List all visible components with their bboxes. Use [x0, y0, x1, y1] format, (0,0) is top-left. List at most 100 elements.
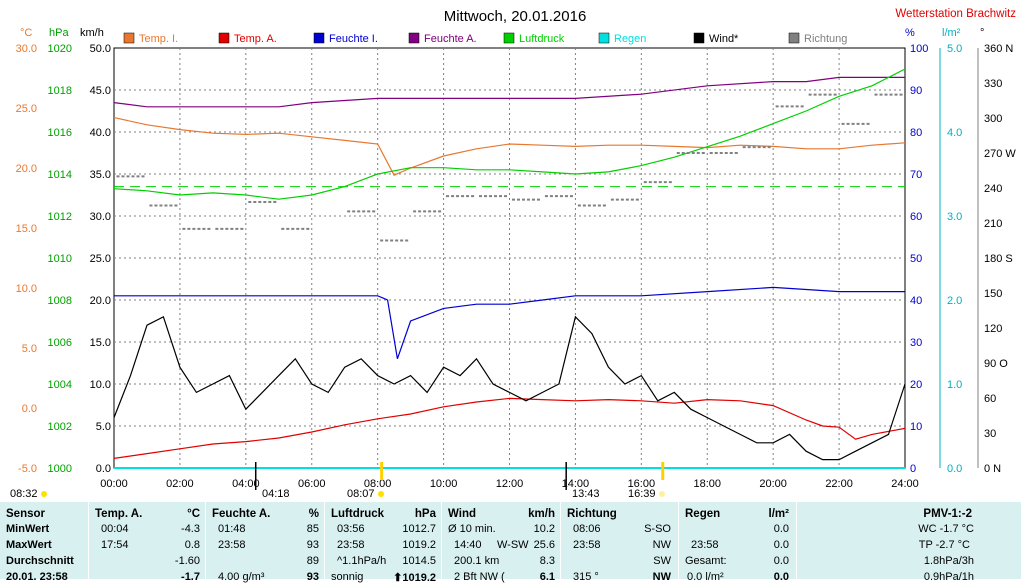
stats-value: NW — [652, 571, 671, 583]
time-tick-label: 20:00 — [759, 478, 787, 490]
stats-value: NW — [652, 539, 671, 551]
dir-tick-label: 60 — [984, 393, 996, 405]
stats-value: 89 — [306, 555, 319, 567]
dir-tick-label: 360 N — [984, 43, 1013, 55]
legend-label: Richtung — [804, 33, 847, 45]
stats-value: 8.3 — [539, 555, 555, 567]
sun-icon — [659, 491, 665, 497]
stats-row-label: MaxWert — [6, 539, 52, 551]
hum-tick-label: 40 — [910, 295, 922, 307]
time-tick-label: 18:00 — [693, 478, 721, 490]
min-time: 04:18 — [262, 488, 290, 500]
rain-tick-label: 2.0 — [947, 295, 962, 307]
stats-luftdruck-unit: hPa — [414, 508, 436, 520]
stats-pmv-value: TP -2.7 °C — [918, 539, 970, 551]
stats-value: 0.0 — [773, 555, 789, 567]
stats-time: 0.0 l/m² — [687, 571, 724, 583]
stats-temp-a-header: Temp. A. — [95, 508, 143, 520]
stats-value: -4.3 — [181, 523, 200, 535]
press-unit-label: hPa — [49, 27, 69, 39]
stats-pmv-value: 0.9hPa/1h — [923, 571, 974, 583]
temp-tick-label: 5.0 — [22, 343, 37, 355]
stats-row-label: 20.01. 23:58 — [6, 571, 68, 583]
stats-time: 14:40 — [454, 539, 482, 551]
stats-time: 17:54 — [101, 539, 129, 551]
stats-value: 0.8 — [184, 539, 200, 551]
stats-feuchte-a-unit: % — [308, 508, 319, 520]
stats-pmv: PMV-1:-2 WC -1.7 °C TP -2.7 °C 1.8hPa/3h… — [796, 502, 1021, 583]
stats-time: 23:58 — [218, 539, 246, 551]
dir-unit-label: ° — [980, 27, 984, 39]
chart-title: Mittwoch, 20.01.2016 — [444, 8, 587, 25]
wind-tick-label: 10.0 — [90, 379, 111, 391]
sunset-time: 16:39 — [628, 488, 656, 500]
wind-tick-label: 40.0 — [90, 127, 111, 139]
stats-value: ⬆1019.2 — [393, 572, 436, 584]
rain-tick-label: 4.0 — [947, 127, 962, 139]
stats-time: 200.1 km — [454, 555, 500, 567]
moonrise-time: 08:07 — [347, 488, 375, 500]
stats-value: 10.2 — [533, 523, 555, 535]
stats-time: ^1.1hPa/h — [337, 555, 387, 567]
press-tick-label: 1020 — [48, 43, 72, 55]
axis-units: °C hPa km/h % l/m² ° — [20, 27, 984, 39]
legend-swatch — [598, 32, 610, 44]
temp-tick-label: 20.0 — [16, 163, 37, 175]
hum-tick-label: 90 — [910, 85, 922, 97]
weather-chart: Mittwoch, 20.01.2016 Wetterstation Brach… — [10, 8, 1016, 500]
stats-value: 6.1 — [539, 571, 555, 583]
dir-tick-label: 0 N — [984, 463, 1001, 475]
stats-time: sonnig — [331, 571, 364, 583]
press-tick-label: 1018 — [48, 85, 72, 97]
stats-time: Gesamt: — [685, 555, 727, 567]
legend-label: Luftdruck — [519, 33, 565, 45]
dir-tick-label: 270 W — [984, 148, 1016, 160]
chart-series — [113, 68, 906, 469]
legend-swatch — [123, 32, 135, 44]
stats-value: 1014.5 — [402, 555, 436, 567]
wind-tick-label: 5.0 — [96, 421, 111, 433]
stats-sensor: Sensor MinWert MaxWert Durchschnitt 20.0… — [0, 502, 88, 583]
stats-luftdruck-header: Luftdruck — [331, 508, 385, 520]
wind-tick-label: 30.0 — [90, 211, 111, 223]
legend-label: Feuchte A. — [424, 33, 477, 45]
station-name: Wetterstation Brachwitz — [895, 8, 1016, 20]
wind-tick-label: 45.0 — [90, 85, 111, 97]
legend-swatch — [693, 32, 705, 44]
press-tick-label: 1000 — [48, 463, 72, 475]
wind-tick-label: 25.0 — [90, 253, 111, 265]
temp-tick-label: 10.0 — [16, 283, 37, 295]
wind-tick-label: 20.0 — [90, 295, 111, 307]
hum-tick-label: 20 — [910, 379, 922, 391]
series-luftdruck — [113, 68, 906, 200]
stats-regen-unit: l/m² — [768, 508, 789, 520]
hum-tick-label: 70 — [910, 169, 922, 181]
dir-tick-label: 300 — [984, 113, 1002, 125]
wind-tick-label: 50.0 — [90, 43, 111, 55]
press-tick-label: 1010 — [48, 253, 72, 265]
time-tick-label: 02:00 — [166, 478, 194, 490]
stats-wind-unit: km/h — [528, 508, 555, 520]
stats-pmv-value: 1.8hPa/3h — [923, 555, 974, 567]
stats-time: 23:58 — [337, 539, 365, 551]
stats-value: S-SO — [644, 523, 671, 535]
time-tick-label: 22:00 — [825, 478, 853, 490]
stats-panel: Sensor MinWert MaxWert Durchschnitt 20.0… — [0, 502, 1021, 584]
stats-value: 1012.7 — [402, 523, 436, 535]
time-tick-label: 04:00 — [232, 478, 260, 490]
press-tick-label: 1002 — [48, 421, 72, 433]
dir-tick-label: 240 — [984, 183, 1002, 195]
stats-value: 1019.2 — [402, 539, 436, 551]
time-tick-label: 16:00 — [628, 478, 656, 490]
stats-time: 2 Bft NW ( — [454, 571, 505, 583]
hum-tick-label: 50 — [910, 253, 922, 265]
hum-tick-label: 100 — [910, 43, 928, 55]
stats-regen-header: Regen — [685, 508, 721, 520]
wind-tick-label: 35.0 — [90, 169, 111, 181]
wind-tick-label: 15.0 — [90, 337, 111, 349]
time-tick-label: 10:00 — [430, 478, 458, 490]
time-tick-label: 00:00 — [100, 478, 128, 490]
hum-tick-label: 80 — [910, 127, 922, 139]
stats-dir: W-SW — [497, 539, 529, 551]
temp-unit-label: °C — [20, 27, 32, 39]
